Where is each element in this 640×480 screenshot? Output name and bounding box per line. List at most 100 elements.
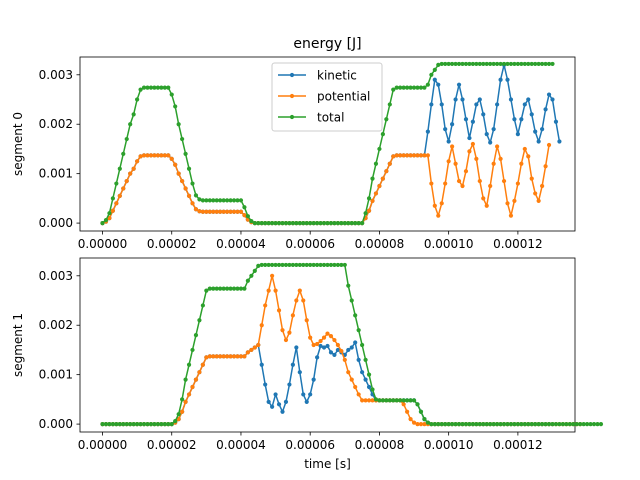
data-point bbox=[536, 61, 541, 67]
data-point bbox=[346, 347, 351, 353]
data-point bbox=[408, 85, 413, 90]
data-point bbox=[512, 117, 517, 122]
data-point bbox=[339, 348, 344, 354]
y-tick-label: 0.000 bbox=[39, 417, 73, 431]
data-point bbox=[342, 220, 347, 226]
data-point bbox=[432, 421, 437, 427]
data-point bbox=[394, 85, 399, 90]
data-point bbox=[335, 220, 340, 226]
data-point bbox=[398, 398, 403, 403]
data-point bbox=[103, 218, 109, 223]
data-point bbox=[446, 421, 451, 427]
data-point bbox=[370, 398, 375, 403]
data-point bbox=[294, 220, 299, 226]
data-point bbox=[270, 220, 275, 226]
x-tick-label: 0.00012 bbox=[493, 438, 543, 452]
data-point bbox=[193, 207, 199, 212]
data-point bbox=[470, 141, 475, 147]
data-point bbox=[474, 102, 479, 107]
data-point bbox=[498, 156, 503, 161]
data-point bbox=[297, 262, 302, 268]
data-point bbox=[526, 421, 531, 427]
x-tick-label: 0.00010 bbox=[424, 438, 474, 452]
data-point bbox=[183, 151, 188, 156]
data-point bbox=[456, 421, 462, 427]
data-point bbox=[491, 161, 496, 166]
data-point bbox=[346, 370, 351, 375]
data-point bbox=[432, 203, 437, 208]
data-point bbox=[425, 129, 430, 134]
data-point bbox=[231, 286, 237, 291]
series-potential bbox=[100, 141, 552, 226]
data-point bbox=[453, 97, 458, 102]
series-potential bbox=[100, 273, 583, 427]
data-point bbox=[325, 331, 330, 336]
data-point bbox=[460, 61, 465, 67]
data-point bbox=[280, 262, 285, 268]
data-point bbox=[280, 220, 285, 226]
data-point bbox=[138, 87, 143, 92]
data-point bbox=[276, 262, 282, 268]
data-point bbox=[515, 132, 520, 137]
y-tick-label: 0.003 bbox=[39, 68, 73, 82]
data-point bbox=[332, 337, 337, 343]
data-point bbox=[228, 198, 233, 203]
data-point bbox=[152, 153, 157, 158]
data-point bbox=[432, 77, 437, 82]
data-point bbox=[557, 421, 562, 427]
data-point bbox=[508, 421, 514, 427]
x-tick-label: 0.00000 bbox=[78, 438, 128, 452]
data-point bbox=[263, 262, 268, 268]
data-point bbox=[332, 262, 337, 268]
y-tick-label: 0.001 bbox=[39, 368, 73, 382]
data-point bbox=[273, 392, 278, 397]
data-point bbox=[450, 144, 455, 149]
data-point bbox=[436, 82, 441, 87]
data-point bbox=[332, 220, 337, 226]
data-point bbox=[242, 286, 247, 291]
data-point bbox=[356, 328, 361, 333]
data-point bbox=[197, 370, 202, 375]
data-point bbox=[259, 323, 264, 328]
data-point bbox=[328, 334, 334, 339]
data-point bbox=[148, 421, 154, 427]
data-point bbox=[294, 262, 299, 268]
data-point bbox=[515, 421, 520, 427]
y-axis-label: segment 1 bbox=[11, 313, 25, 377]
data-point bbox=[411, 85, 417, 90]
data-point bbox=[311, 377, 316, 382]
data-point bbox=[200, 209, 205, 214]
data-point bbox=[107, 421, 112, 427]
data-point bbox=[446, 61, 451, 67]
data-point bbox=[398, 85, 403, 90]
data-point bbox=[540, 61, 545, 67]
data-point bbox=[280, 328, 285, 333]
data-point bbox=[540, 421, 545, 427]
data-point bbox=[467, 61, 472, 67]
data-point bbox=[131, 112, 136, 117]
data-point bbox=[173, 419, 178, 424]
data-point bbox=[505, 61, 510, 67]
data-point bbox=[249, 347, 254, 353]
data-point bbox=[114, 201, 119, 206]
data-point bbox=[491, 421, 496, 427]
data-point bbox=[460, 421, 465, 427]
data-point bbox=[425, 153, 430, 158]
data-point bbox=[141, 85, 147, 90]
data-point bbox=[536, 421, 541, 427]
data-point bbox=[117, 421, 122, 427]
data-point bbox=[533, 61, 538, 67]
data-point bbox=[360, 342, 365, 348]
series-line-total bbox=[102, 264, 601, 425]
data-point bbox=[363, 357, 368, 362]
data-point bbox=[543, 107, 548, 112]
data-point bbox=[176, 412, 181, 417]
data-point bbox=[214, 354, 219, 359]
data-point bbox=[405, 85, 410, 90]
data-point bbox=[380, 132, 385, 137]
data-point bbox=[297, 370, 302, 375]
data-point bbox=[176, 417, 181, 422]
x-tick-label: 0.00000 bbox=[78, 237, 128, 251]
data-point bbox=[117, 193, 122, 198]
data-point bbox=[553, 119, 559, 124]
